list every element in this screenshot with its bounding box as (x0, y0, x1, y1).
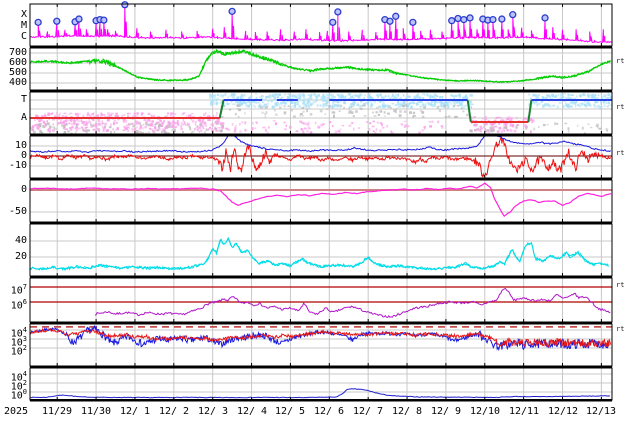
x-tick-label: 12/ 1 (119, 406, 151, 417)
dst-index-ytick-label: -50 (8, 206, 27, 217)
solar-wind-density-trace (30, 237, 609, 272)
electron-flux-ytick-label: 102 (10, 344, 27, 358)
electron-flux-ytick-label: 104 (10, 326, 27, 340)
dst-index-ytick-label: 0 (20, 184, 27, 195)
x-tick-label: 11/29 (41, 406, 73, 417)
flare-marker (409, 18, 417, 26)
quiet-active-indicator-ytick-label: A (20, 112, 27, 123)
flare-marker (454, 14, 462, 23)
x-tick-label: 12/ 9 (430, 406, 462, 417)
x-axis-year-label: 2025 (4, 406, 29, 417)
flare-marker (53, 17, 61, 25)
flare-marker (466, 14, 474, 22)
low-energy-flux-ytick-label: 104 (10, 370, 27, 384)
x-tick-label: 11/30 (80, 406, 112, 417)
realtime-indicator-label: rt (616, 149, 625, 157)
solar-wind-speed-ytick-label: 700 (8, 47, 27, 58)
solar-wind-speed-ytick-label: 400 (8, 77, 27, 88)
x-tick-label: 12/ 5 (274, 406, 306, 417)
low-energy-flux-trace (30, 388, 610, 399)
imf-bt-bz-ytick-label: -10 (8, 160, 27, 171)
x-tick-label: 12/12 (547, 406, 579, 417)
x-tick-label: 12/ 2 (158, 406, 190, 417)
flare-marker (100, 16, 108, 24)
xray-flux-trace (30, 6, 612, 44)
flare-marker (121, 1, 129, 9)
imf-bt-bz-trace (30, 136, 612, 178)
imf-bt-bz-ytick-label: 10 (14, 140, 27, 151)
realtime-indicator-label: rt (616, 325, 625, 333)
x-tick-label: 12/ 6 (313, 406, 345, 417)
flare-marker (75, 15, 83, 23)
x-tick-label: 12/ 3 (197, 406, 229, 417)
low-energy-flux-ytick-label: 102 (10, 379, 27, 393)
realtime-indicator-label: rt (616, 281, 625, 289)
flare-marker (448, 17, 456, 25)
x-tick-label: 12/ 8 (391, 406, 423, 417)
flare-marker (334, 8, 342, 16)
dst-index-trace (30, 182, 612, 217)
quiet-active-indicator-ytick-label: T (20, 94, 27, 105)
low-energy-flux-ytick-label: 100 (10, 388, 27, 402)
flare-marker (392, 12, 400, 20)
imf-bt-bz-trace (30, 136, 611, 154)
solar-wind-speed-trace (30, 48, 611, 83)
flare-marker (34, 18, 42, 26)
electron-flux-ytick-label: 103 (10, 335, 27, 349)
flare-marker (228, 7, 236, 15)
imf-bt-bz-ytick-label: 0 (20, 150, 27, 161)
flare-marker (329, 18, 337, 26)
flare-marker (509, 10, 517, 19)
x-tick-label: 12/10 (469, 406, 501, 417)
goes-xray-flux-ytick-label: X (20, 9, 27, 20)
solar-wind-density-ytick-label: 40 (14, 235, 27, 246)
flare-marker (386, 17, 394, 25)
proton-flux-trace (94, 287, 611, 318)
proton-flux-ytick-label: 107 (10, 283, 27, 297)
x-tick-label: 12/13 (585, 406, 617, 417)
flare-marker (498, 15, 506, 23)
proton-flux-ytick-label: 106 (10, 298, 27, 312)
goes-xray-flux-ytick-label: M (20, 20, 27, 31)
realtime-indicator-label: rt (616, 57, 625, 65)
flare-marker (541, 14, 549, 22)
x-tick-label: 12/ 4 (236, 406, 268, 417)
flare-marker (489, 15, 497, 24)
goes-xray-flux-ytick-label: C (20, 31, 27, 42)
flare-marker (460, 15, 468, 24)
electron-flux-trace (30, 327, 612, 349)
solar-wind-speed-ytick-label: 500 (8, 67, 27, 78)
solar-wind-speed-ytick-label: 600 (8, 57, 27, 68)
realtime-indicator-label: rt (616, 103, 625, 111)
x-tick-label: 12/ 7 (352, 406, 384, 417)
solar-wind-density-ytick-label: 20 (14, 251, 27, 262)
x-tick-label: 12/11 (508, 406, 540, 417)
